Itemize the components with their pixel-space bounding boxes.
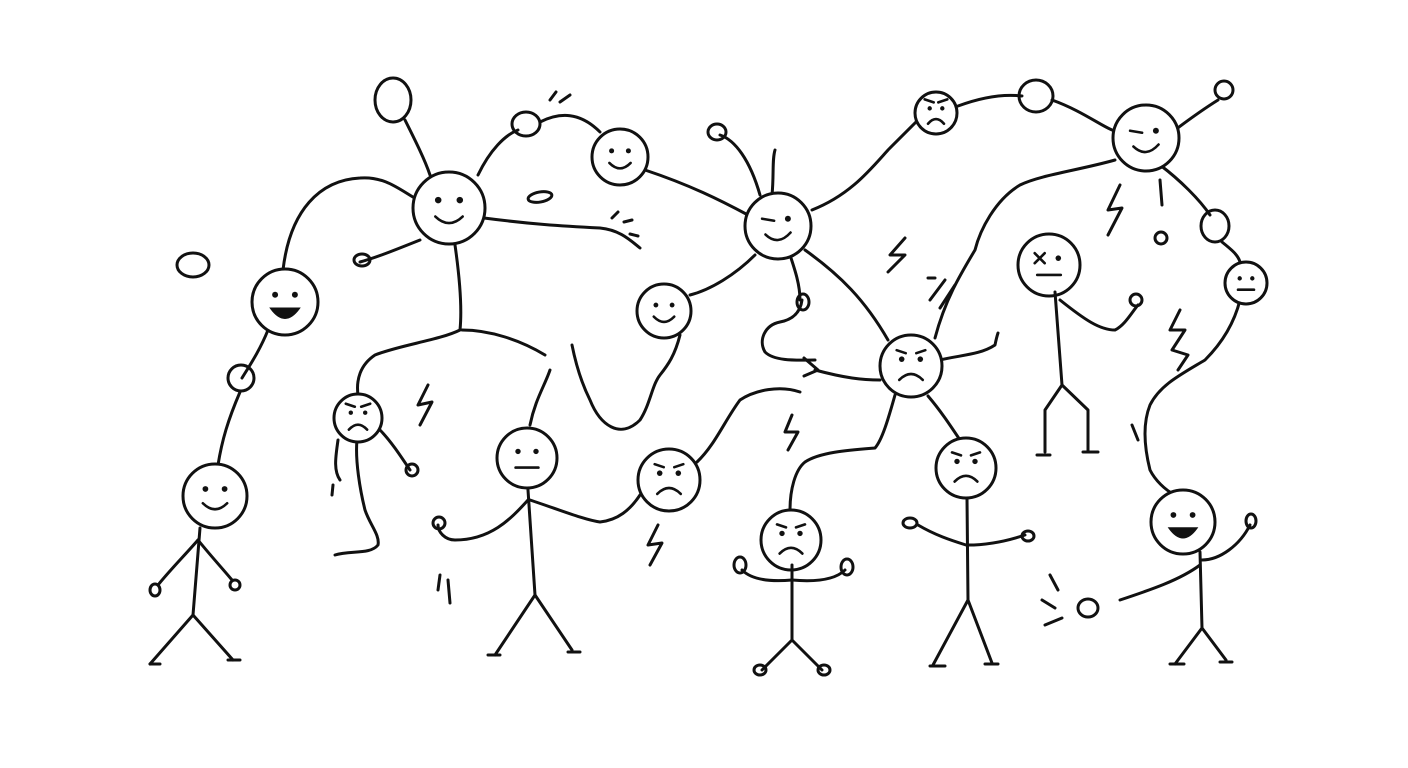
eye <box>779 531 784 536</box>
face-frowning <box>880 335 942 397</box>
eye <box>222 486 228 492</box>
head <box>592 129 648 185</box>
motion-tick <box>438 575 440 590</box>
face-smiling <box>183 464 247 528</box>
eye <box>928 106 932 110</box>
face-dizzy <box>1018 234 1080 296</box>
eye <box>1171 512 1177 518</box>
face-frowning <box>936 438 996 498</box>
head <box>638 449 700 511</box>
head <box>1151 490 1215 554</box>
head <box>252 269 318 335</box>
face-neutral <box>1225 262 1267 304</box>
head <box>745 193 811 259</box>
head <box>880 335 942 397</box>
face-laughing <box>1151 490 1215 554</box>
head <box>1225 262 1267 304</box>
eye <box>972 459 977 464</box>
motion-tick <box>624 220 632 222</box>
eye <box>1238 276 1242 280</box>
eye <box>609 148 614 153</box>
eye <box>1056 255 1062 261</box>
eye <box>363 411 367 415</box>
face-frowning <box>638 449 700 511</box>
eye <box>899 356 905 362</box>
eye <box>785 216 791 222</box>
eye <box>954 459 959 464</box>
eye <box>797 531 802 536</box>
eye <box>1190 512 1196 518</box>
face-frowning <box>334 394 382 442</box>
face-smiling <box>637 284 691 338</box>
head <box>1113 105 1179 171</box>
eye <box>918 356 924 362</box>
eye <box>940 106 944 110</box>
face-neutral <box>497 428 557 488</box>
eye <box>670 303 675 308</box>
eye <box>203 486 209 492</box>
eye <box>292 292 298 298</box>
eye <box>533 449 538 454</box>
face-smiling <box>413 172 485 244</box>
eye <box>676 470 682 476</box>
eye <box>435 197 441 203</box>
eye <box>1250 276 1254 280</box>
face-laughing <box>252 269 318 335</box>
motion-tick <box>630 234 638 236</box>
eye <box>626 148 631 153</box>
motion-tick <box>448 580 450 603</box>
eye <box>515 449 520 454</box>
face-smiling <box>592 129 648 185</box>
body <box>1200 552 1202 628</box>
eye <box>349 411 353 415</box>
face-winking <box>1113 105 1179 171</box>
face-frowning <box>761 510 821 570</box>
head <box>1018 234 1080 296</box>
eye <box>653 303 658 308</box>
motion-tick <box>332 485 333 495</box>
eye <box>1153 128 1159 134</box>
head <box>183 464 247 528</box>
eye <box>657 470 663 476</box>
eye <box>272 292 278 298</box>
face-winking <box>745 193 811 259</box>
head <box>497 428 557 488</box>
face-frowning <box>915 92 957 134</box>
eye <box>457 197 463 203</box>
head <box>936 438 996 498</box>
head <box>637 284 691 338</box>
head <box>915 92 957 134</box>
head <box>413 172 485 244</box>
head <box>761 510 821 570</box>
head <box>334 394 382 442</box>
body <box>967 498 968 600</box>
motion-tick <box>1160 180 1162 205</box>
